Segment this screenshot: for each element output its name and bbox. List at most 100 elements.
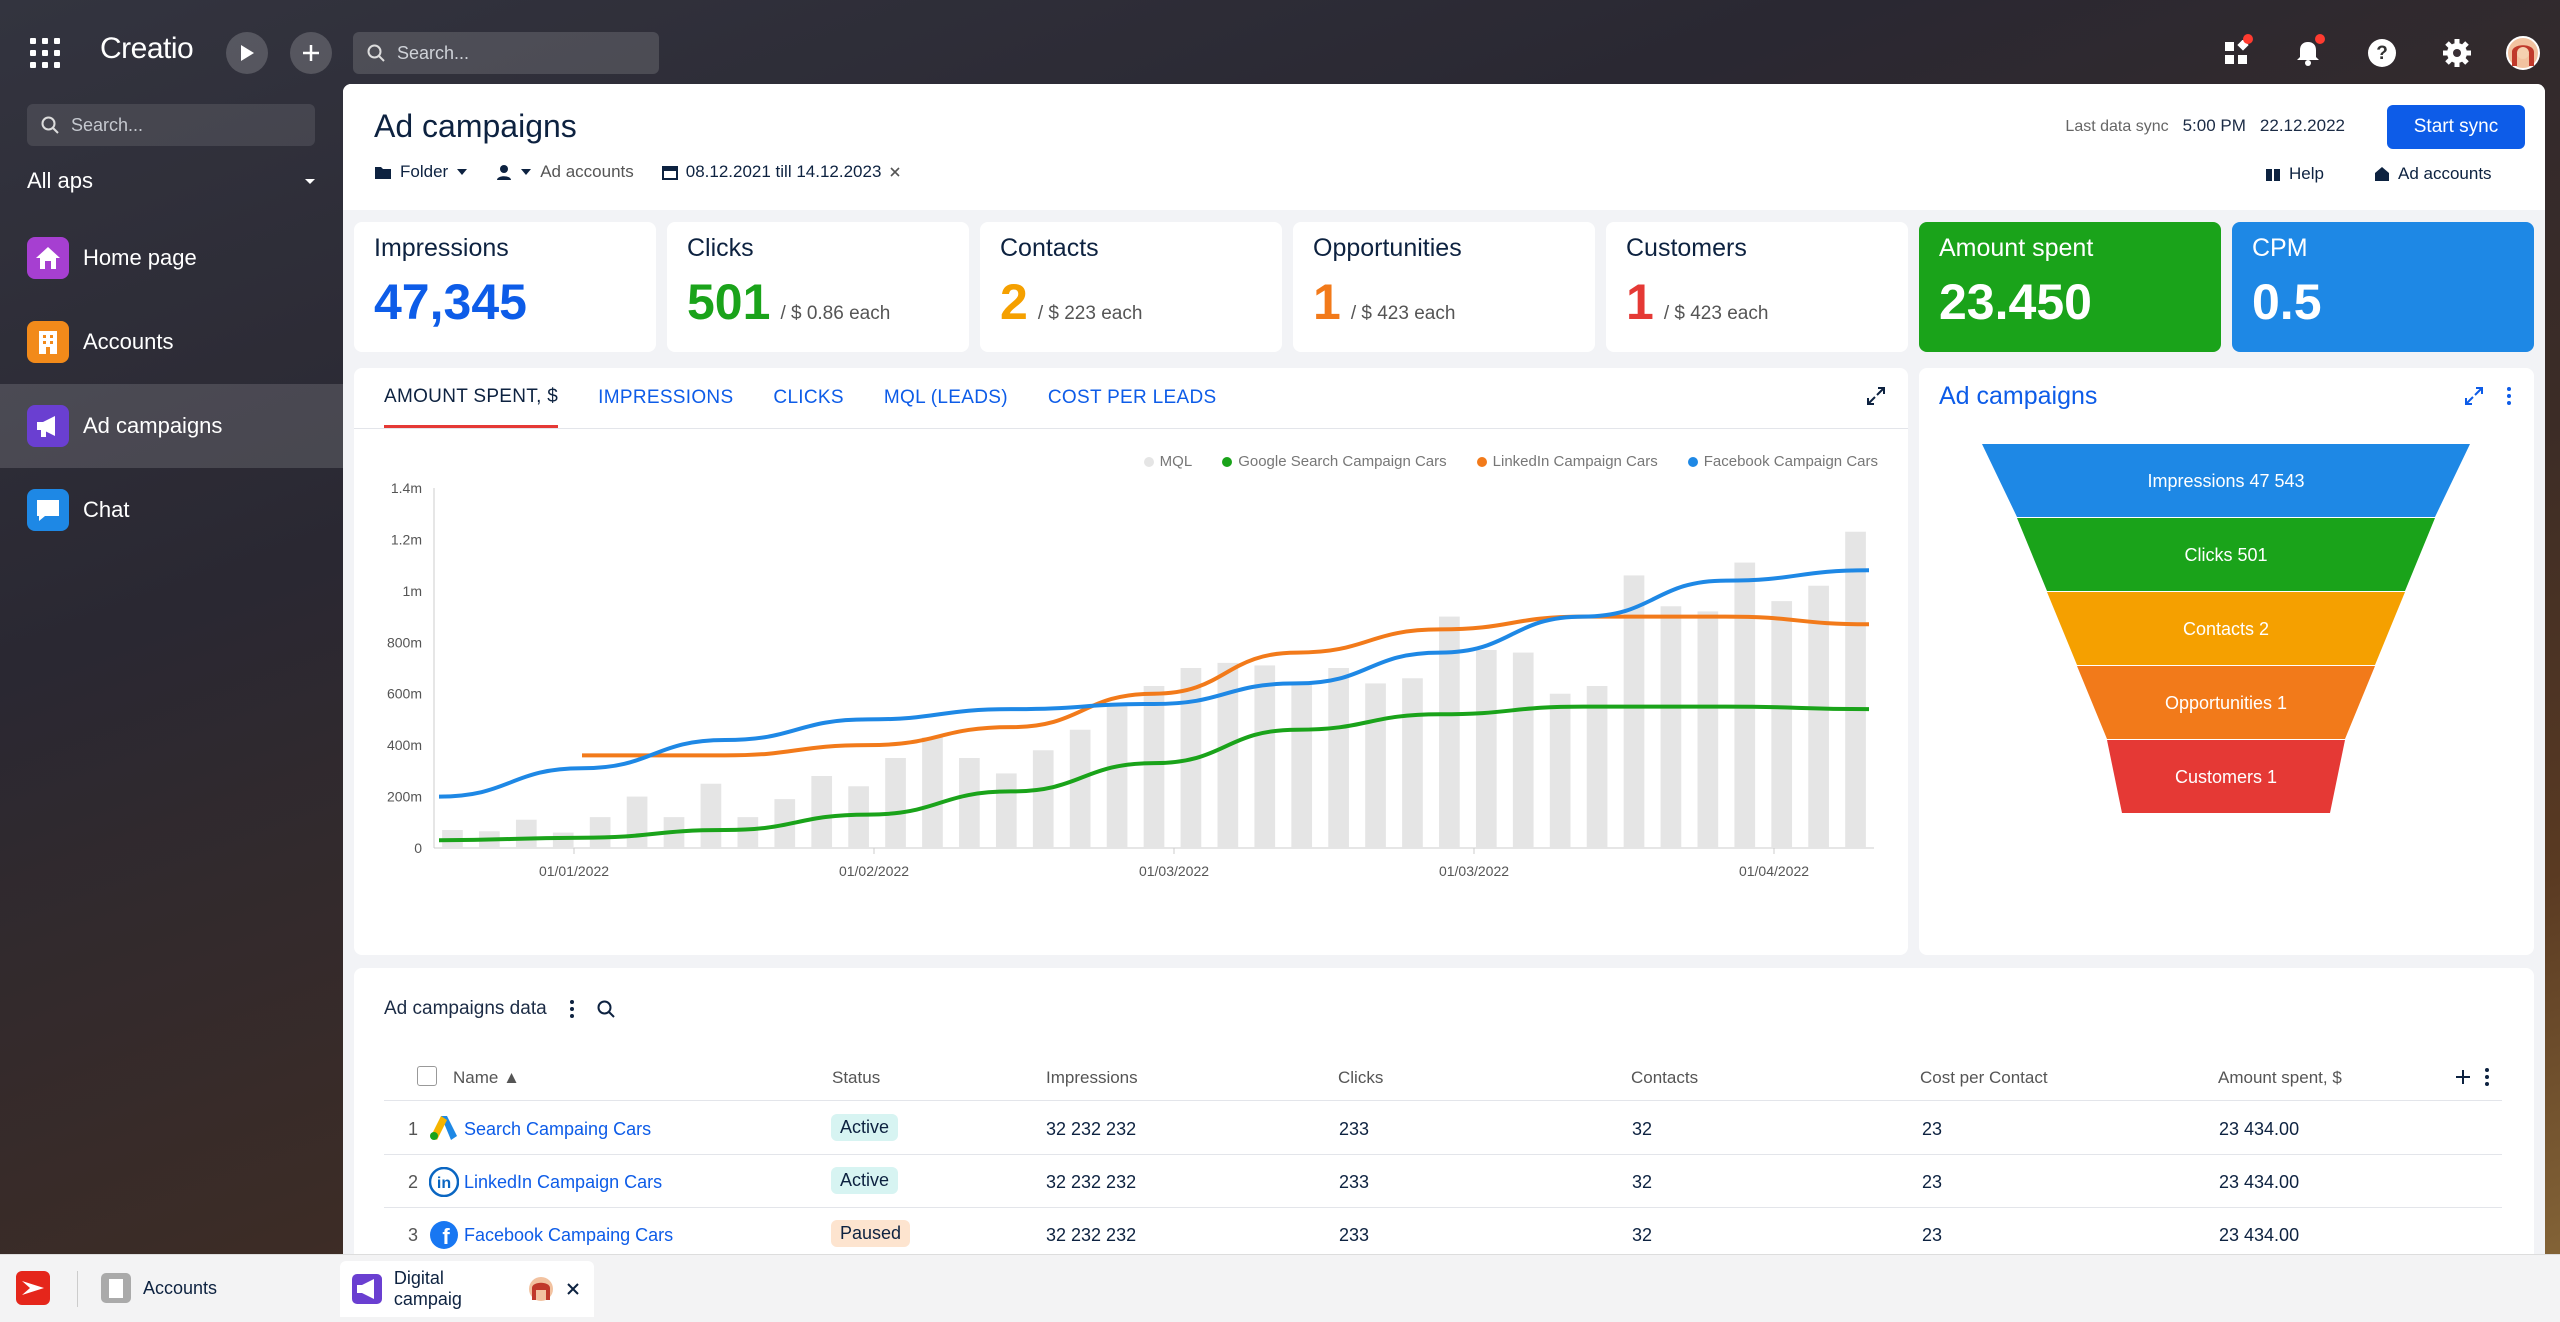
impressions-cell: 32 232 232 [1046,1172,1137,1192]
column-header-cost-per-contact[interactable]: Cost per Contact [1920,1068,2048,1087]
start-sync-button[interactable]: Start sync [2387,105,2525,149]
megaphone-icon [352,1274,382,1304]
column-header-amount-spent[interactable]: Amount spent, $ [2218,1068,2342,1087]
sidebar-search-input[interactable]: Search... [27,104,315,146]
y-tick-label: 200m [387,789,422,805]
legend-item[interactable]: Google Search Campaign Cars [1222,453,1447,470]
bar-mql [700,783,722,848]
table-title: Ad campaigns data [384,998,547,1019]
help-button[interactable]: ? [2361,32,2403,74]
run-process-button[interactable] [226,32,268,74]
bar-mql [1032,750,1054,848]
contacts-cell: 32 [1632,1225,1653,1245]
add-column-icon[interactable] [2454,1068,2472,1086]
column-header-clicks[interactable]: Clicks [1338,1068,1384,1087]
tab-mql-leads[interactable]: MQL (LEADS) [883,387,1008,408]
kpi-amount-spent[interactable]: Amount spent 23.450 [1919,222,2221,352]
tab-cost-per-leads[interactable]: COST PER LEADS [1047,387,1217,408]
folder-filter[interactable]: Folder [374,162,468,182]
global-search-input[interactable]: Search... [353,32,659,74]
apps-button[interactable] [2215,32,2257,74]
accounts-filter[interactable]: Ad accounts [496,162,634,182]
kpi-customers[interactable]: Customers 1 / $ 423 each [1606,222,1908,352]
bar-mql [848,786,869,848]
sidebar-item-accounts[interactable]: Accounts [0,300,343,384]
date-range: 08.12.2021 till 14.12.2023 [685,162,882,181]
more-icon[interactable] [569,999,575,1019]
taskbar-digital-campaign[interactable]: Digital campaig [340,1261,594,1317]
sidebar-item-chat[interactable]: Chat [0,468,343,552]
taskbar: Accounts Digital campaig [0,1254,2560,1322]
search-icon[interactable] [597,1000,615,1018]
search-icon [41,116,59,134]
table-row[interactable]: 2 in LinkedIn Campaign Cars Active 32 232 23… [384,1155,2502,1208]
kpi-cpm[interactable]: CPM 0.5 [2232,222,2534,352]
top-bar: Creatio Search... ? [0,8,2560,84]
contacts-cell: 32 [1632,1119,1653,1139]
close-icon[interactable] [566,1282,580,1296]
last-sync-date: 22.12.2022 [2259,116,2345,135]
table-row[interactable]: 1 Search Campaing Cars Active 32 232 232 233… [384,1102,2502,1155]
tab-clicks[interactable]: CLICKS [773,387,844,408]
legend-item[interactable]: Facebook Campaign Cars [1687,453,1878,470]
funnel-stage-label: Impressions 47 543 [2147,471,2304,491]
sidebar-item-label: Ad campaigns [83,413,223,438]
campaign-name-link[interactable]: LinkedIn Campaign Cars [464,1172,663,1192]
kpi-cost-each: / $ 423 each [1663,303,1769,324]
taskbar-accounts[interactable]: Accounts [101,1265,217,1311]
sidebar-item-home[interactable]: Home page [0,216,343,300]
expand-icon[interactable] [1866,386,1886,406]
more-icon[interactable] [2506,386,2512,406]
column-header-status[interactable]: Status [832,1068,881,1087]
chevron-down-icon [305,179,315,184]
bar-mql [626,796,648,848]
funnel-card: Ad campaigns Impressions 47 543 Clicks 50… [1919,368,2534,955]
select-all-checkbox[interactable] [417,1066,437,1086]
sidebar-item-label: Home page [83,245,197,270]
column-header-impressions[interactable]: Impressions [1046,1068,1138,1087]
legend-item[interactable]: MQL [1143,453,1192,470]
user-avatar[interactable] [2502,32,2544,74]
legend-item[interactable]: LinkedIn Campaign Cars [1476,453,1658,470]
kpi-value: 47,345 [374,273,636,331]
campaign-name-link[interactable]: Facebook Campaing Cars [464,1225,674,1245]
notifications-button[interactable] [2287,32,2329,74]
kpi-title: Customers [1626,234,1747,262]
series-line [438,704,1870,843]
date-filter[interactable]: 08.12.2021 till 14.12.2023 [661,162,902,182]
taskbar-home[interactable] [16,1265,50,1311]
more-icon[interactable] [2484,1067,2490,1087]
impressions-cell: 32 232 232 [1046,1119,1137,1139]
creatio-app-icon [16,1271,50,1305]
sidebar-item-ad-campaigns[interactable]: Ad campaigns [0,384,343,468]
tab-amount-spent[interactable]: AMOUNT SPENT, $ [384,368,559,428]
kpi-clicks[interactable]: Clicks 501 / $ 0.86 each [667,222,969,352]
close-icon[interactable] [889,166,901,178]
creatio-logo[interactable]: Creatio [100,32,194,65]
settings-button[interactable] [2436,32,2478,74]
add-button[interactable] [290,32,332,74]
help-link[interactable]: Help [2265,164,2324,184]
page-title: Ad campaigns [374,108,577,144]
kpi-value-number: 23.450 [1939,274,2092,330]
row-number: 2 [408,1172,419,1192]
column-header-contacts[interactable]: Contacts [1631,1068,1699,1087]
sidebar: Search... All aps Home page Accounts Ad … [0,84,343,1254]
status-badge: Paused [831,1220,911,1247]
kpi-opportunities[interactable]: Opportunities 1 / $ 423 each [1293,222,1595,352]
bar-mql [1808,585,1829,848]
tab-impressions[interactable]: IMPRESSIONS [598,387,734,408]
expand-icon[interactable] [2464,386,2484,406]
kpi-impressions[interactable]: Impressions 47,345 [354,222,656,352]
bar-mql [1402,678,1423,848]
workspace-selector[interactable]: All aps [27,168,317,194]
column-header-name[interactable]: Name ▲ [453,1068,520,1087]
kpi-contacts[interactable]: Contacts 2 / $ 223 each [980,222,1282,352]
bar-mql [1549,693,1571,848]
table-row[interactable]: 3 f Facebook Campaing Cars Paused 32 232 232… [384,1208,2502,1254]
ad-accounts-link[interactable]: Ad accounts [2374,164,2492,184]
campaign-name-link[interactable]: Search Campaing Cars [464,1119,652,1139]
app-launcher-icon[interactable] [30,38,60,68]
user-icon [497,165,512,180]
clicks-cell: 233 [1339,1172,1370,1192]
